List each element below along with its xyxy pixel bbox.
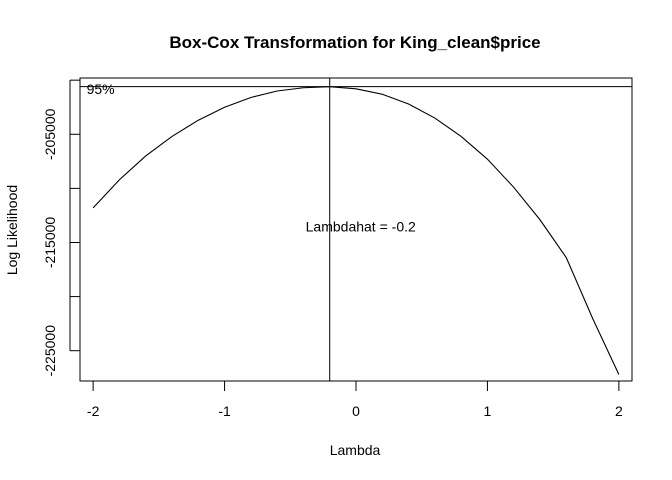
- x-tick-label: 0: [352, 403, 360, 419]
- confidence-label: 95%: [87, 81, 115, 97]
- likelihood-curve: [92, 86, 620, 375]
- y-tick-label: -215000: [42, 217, 58, 269]
- x-tick-label: -1: [218, 403, 231, 419]
- x-tick-label: 1: [484, 403, 492, 419]
- y-axis: -205000 -215000 -225000: [42, 79, 80, 377]
- y-tick-label: -205000: [42, 108, 58, 160]
- lambdahat-label: Lambdahat = -0.2: [306, 219, 416, 235]
- x-tick-label: 2: [615, 403, 623, 419]
- chart-title: Box-Cox Transformation for King_clean$pr…: [169, 33, 540, 52]
- y-axis-label: Log Likelihood: [4, 185, 20, 275]
- y-tick-label: -225000: [42, 325, 58, 377]
- x-axis-label: Lambda: [330, 442, 381, 458]
- x-tick-label: -2: [87, 403, 100, 419]
- x-axis: -2 -1 0 1 2: [87, 380, 623, 419]
- plot-content: 95% Lambdahat = -0.2: [80, 78, 632, 381]
